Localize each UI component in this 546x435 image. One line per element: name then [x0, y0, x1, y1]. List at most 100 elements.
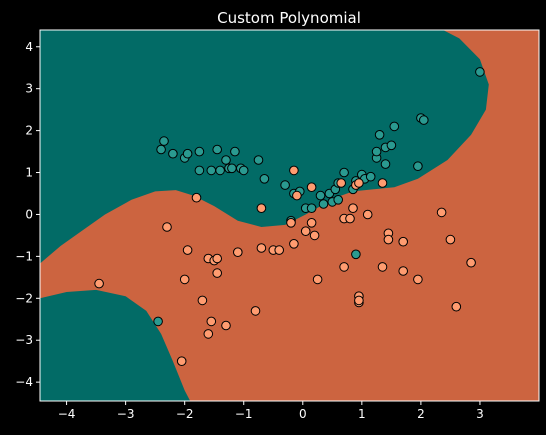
point-class-0 — [371, 146, 382, 157]
point-class-1 — [203, 329, 214, 339]
point-class-1 — [212, 268, 222, 278]
point-class-1 — [436, 207, 447, 218]
point-class-1 — [345, 213, 355, 224]
axes-frame — [39, 29, 540, 402]
point-class-0 — [389, 121, 400, 132]
point-class-1 — [466, 257, 476, 268]
point-class-1 — [312, 274, 323, 285]
point-class-1 — [336, 178, 347, 188]
point-class-1 — [413, 274, 423, 285]
point-class-1 — [300, 226, 311, 236]
decision-region-class-0 — [40, 30, 489, 401]
scatter-points — [94, 67, 485, 367]
point-class-1 — [306, 182, 317, 192]
x-tick-label: 1 — [358, 407, 366, 421]
point-class-1 — [445, 234, 456, 245]
x-tick-label: 2 — [417, 407, 425, 421]
point-class-0 — [475, 67, 485, 77]
point-class-1 — [221, 320, 231, 331]
point-class-0 — [156, 144, 166, 155]
y-tick-label: 2 — [25, 124, 33, 138]
point-class-0 — [259, 174, 270, 184]
point-class-1 — [179, 274, 190, 285]
point-class-1 — [339, 262, 349, 272]
point-class-1 — [383, 234, 394, 245]
y-tick-label: 3 — [25, 82, 33, 96]
point-class-1 — [256, 243, 267, 253]
point-class-0 — [365, 171, 376, 182]
x-tick-label: −1 — [235, 407, 253, 421]
point-class-1 — [197, 295, 208, 306]
point-class-0 — [339, 167, 349, 178]
point-class-1 — [289, 239, 299, 249]
y-tick-label: 4 — [25, 40, 33, 54]
point-class-1 — [377, 262, 388, 272]
x-axis: −4 −3 −2 −1 0 1 2 3 — [58, 401, 484, 421]
point-class-1 — [250, 306, 261, 316]
point-class-1 — [206, 316, 217, 327]
y-tick-label: −4 — [15, 375, 33, 389]
point-class-0 — [159, 136, 169, 146]
point-class-0 — [315, 190, 326, 201]
y-tick-label: −1 — [15, 249, 33, 263]
x-tick-label: 0 — [299, 407, 307, 421]
point-class-0 — [168, 148, 178, 159]
point-class-0 — [280, 180, 290, 190]
y-axis: −4 −3 −2 −1 0 1 2 3 4 — [15, 40, 40, 389]
point-class-0 — [318, 199, 329, 209]
y-tick-label: −3 — [15, 333, 33, 347]
point-class-1 — [354, 178, 364, 188]
point-class-0 — [238, 165, 249, 176]
point-class-0 — [253, 155, 264, 165]
point-class-1 — [274, 245, 285, 255]
y-tick-label: −2 — [15, 291, 33, 305]
point-class-0 — [194, 165, 205, 176]
point-class-1 — [233, 247, 243, 257]
point-class-1 — [362, 209, 373, 220]
y-tick-label: 0 — [25, 207, 33, 221]
point-class-1 — [256, 203, 267, 213]
point-class-0 — [230, 146, 240, 157]
point-class-1 — [398, 266, 409, 276]
point-class-0 — [333, 195, 344, 205]
point-class-0 — [419, 115, 429, 125]
point-class-1 — [306, 218, 317, 228]
x-tick-label: −3 — [117, 407, 135, 421]
point-class-1 — [191, 192, 202, 203]
point-class-1 — [398, 236, 409, 247]
point-class-1 — [212, 253, 222, 264]
point-class-1 — [451, 301, 462, 312]
plot-area — [39, 29, 540, 402]
x-tick-label: 3 — [476, 407, 484, 421]
x-tick-label: −4 — [58, 407, 76, 421]
point-class-0 — [221, 155, 231, 165]
point-class-1 — [377, 178, 388, 188]
point-class-0 — [413, 161, 423, 171]
y-tick-label: 1 — [25, 166, 33, 180]
point-class-1 — [354, 295, 364, 306]
point-class-0 — [206, 165, 217, 176]
point-class-0 — [227, 163, 237, 174]
chart-title: Custom Polynomial — [217, 9, 361, 27]
point-class-1 — [292, 190, 302, 201]
point-class-0 — [212, 144, 222, 155]
point-class-1 — [162, 222, 172, 232]
point-class-0 — [215, 165, 225, 176]
point-class-0 — [380, 159, 391, 169]
point-class-1 — [182, 245, 193, 255]
point-class-1 — [348, 203, 358, 213]
point-class-0 — [194, 146, 205, 157]
point-class-1 — [309, 230, 320, 241]
point-class-0 — [182, 148, 193, 159]
point-class-0 — [351, 249, 361, 260]
point-class-0 — [153, 316, 163, 327]
point-class-0 — [386, 140, 397, 151]
x-tick-label: −2 — [176, 407, 194, 421]
point-class-1 — [94, 278, 104, 289]
point-class-1 — [176, 356, 187, 367]
point-class-0 — [306, 203, 317, 213]
point-class-0 — [374, 130, 385, 140]
point-class-1 — [286, 218, 296, 228]
point-class-1 — [289, 165, 299, 176]
